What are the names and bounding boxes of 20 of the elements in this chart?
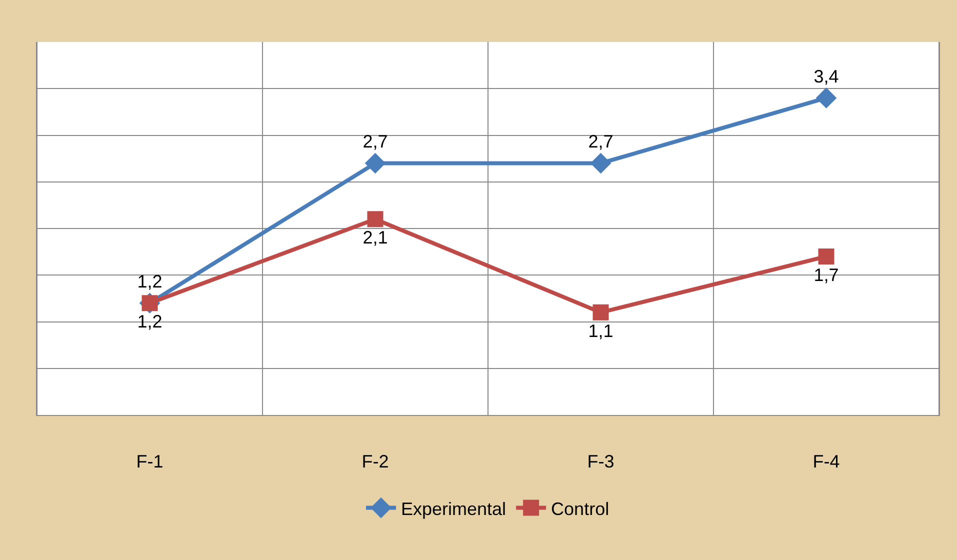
point	[818, 248, 834, 264]
point	[364, 152, 386, 174]
data-label: 1,1	[588, 320, 614, 341]
x-tick-label: F-1	[136, 452, 164, 472]
point	[816, 88, 837, 108]
data-label: 2,7	[588, 132, 614, 152]
legend-label: Experimental	[401, 498, 506, 519]
data-label: 1,7	[814, 264, 839, 285]
data-label: 1,2	[137, 312, 162, 332]
legend-label: Control	[551, 498, 610, 519]
point	[590, 152, 612, 174]
data-label: 3,4	[814, 66, 839, 86]
x-tick-label: F-4	[812, 452, 840, 472]
x-tick-label: F-2	[362, 452, 389, 472]
data-label: 1,2	[137, 272, 162, 292]
data-label: 2,1	[362, 228, 388, 248]
x-tick-label: F-3	[587, 452, 614, 472]
point	[367, 211, 384, 228]
point	[592, 304, 609, 320]
data-label: 2,7	[362, 132, 388, 152]
